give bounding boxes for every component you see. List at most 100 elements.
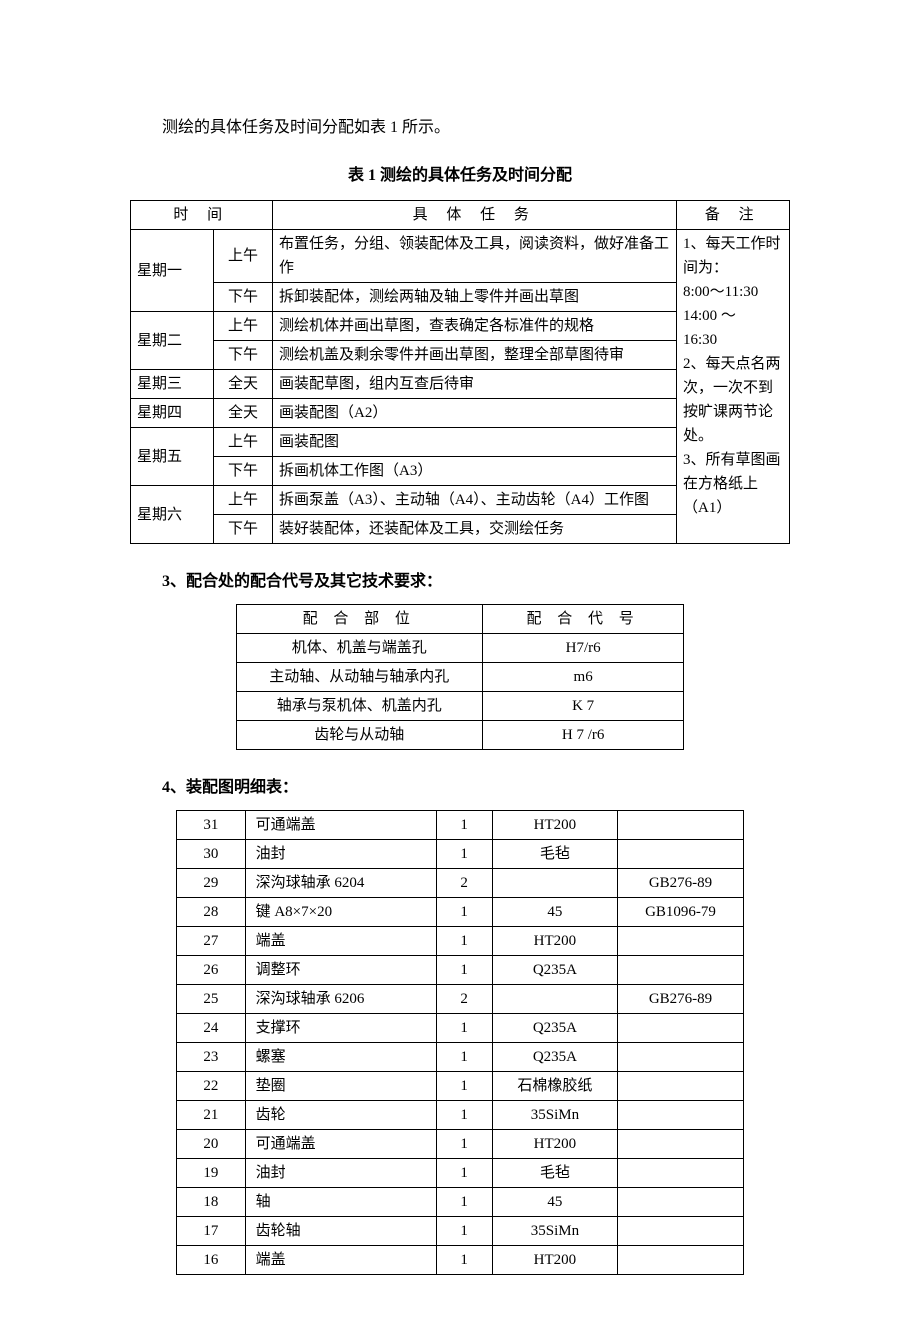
- bom-name-cell: 端盖: [245, 1246, 436, 1275]
- table-row: 30油封1毛毡: [177, 840, 744, 869]
- bom-mat-cell: 45: [492, 1188, 618, 1217]
- bom-qty-cell: 1: [436, 1217, 492, 1246]
- bom-mat-cell: 毛毡: [492, 1159, 618, 1188]
- task-cell: 布置任务，分组、领装配体及工具，阅读资料，做好准备工作: [273, 230, 677, 283]
- bom-name-cell: 螺塞: [245, 1043, 436, 1072]
- bom-qty-cell: 1: [436, 927, 492, 956]
- th-fit-part: 配 合 部 位: [236, 605, 482, 634]
- note-line: 16:30: [683, 328, 783, 352]
- bom-mat-cell: Q235A: [492, 1014, 618, 1043]
- table-row: 25深沟球轴承 62062GB276-89: [177, 985, 744, 1014]
- period-cell: 全天: [214, 370, 273, 399]
- period-cell: 上午: [214, 486, 273, 515]
- bom-std-cell: [618, 1014, 744, 1043]
- task-cell: 拆画机体工作图（A3）: [273, 457, 677, 486]
- table-row: 机体、机盖与端盖孔H7/r6: [236, 634, 684, 663]
- day-cell: 星期六: [131, 486, 214, 544]
- bom-std-cell: GB1096-79: [618, 898, 744, 927]
- bom-qty-cell: 1: [436, 1159, 492, 1188]
- bom-name-cell: 齿轮轴: [245, 1217, 436, 1246]
- task-cell: 拆卸装配体，测绘两轴及轴上零件并画出草图: [273, 283, 677, 312]
- bom-name-cell: 可通端盖: [245, 1130, 436, 1159]
- bom-qty-cell: 1: [436, 840, 492, 869]
- bom-num-cell: 25: [177, 985, 245, 1014]
- bom-name-cell: 键 A8×7×20: [245, 898, 436, 927]
- day-cell: 星期五: [131, 428, 214, 486]
- fit-part-cell: 主动轴、从动轴与轴承内孔: [236, 663, 482, 692]
- table1-caption: 表 1 测绘的具体任务及时间分配: [130, 164, 790, 188]
- bom-std-cell: [618, 1043, 744, 1072]
- bom-qty-cell: 2: [436, 869, 492, 898]
- period-cell: 全天: [214, 399, 273, 428]
- bom-qty-cell: 1: [436, 811, 492, 840]
- day-cell: 星期三: [131, 370, 214, 399]
- table-row: 轴承与泵机体、机盖内孔K 7: [236, 692, 684, 721]
- bom-num-cell: 31: [177, 811, 245, 840]
- bom-num-cell: 30: [177, 840, 245, 869]
- bom-name-cell: 可通端盖: [245, 811, 436, 840]
- bom-qty-cell: 1: [436, 1130, 492, 1159]
- task-cell: 画装配草图，组内互查后待审: [273, 370, 677, 399]
- bom-num-cell: 21: [177, 1101, 245, 1130]
- bom-mat-cell: HT200: [492, 811, 618, 840]
- bom-name-cell: 深沟球轴承 6204: [245, 869, 436, 898]
- bom-qty-cell: 1: [436, 1043, 492, 1072]
- bom-std-cell: [618, 956, 744, 985]
- bom-name-cell: 轴: [245, 1188, 436, 1217]
- task-cell: 画装配图: [273, 428, 677, 457]
- note-line: 14:00 ～: [683, 304, 783, 328]
- bom-std-cell: [618, 927, 744, 956]
- day-cell: 星期二: [131, 312, 214, 370]
- th-note: 备 注: [677, 201, 790, 230]
- bom-std-cell: [618, 1217, 744, 1246]
- notes-cell: 1、每天工作时间为：8:00～11:3014:00 ～16:302、每天点名两次…: [677, 230, 790, 544]
- bom-name-cell: 深沟球轴承 6206: [245, 985, 436, 1014]
- bom-std-cell: [618, 1130, 744, 1159]
- period-cell: 上午: [214, 312, 273, 341]
- bom-qty-cell: 1: [436, 1014, 492, 1043]
- bom-table: 31可通端盖1HT20030油封1毛毡29深沟球轴承 62042GB276-89…: [176, 810, 744, 1275]
- bom-name-cell: 齿轮: [245, 1101, 436, 1130]
- task-cell: 测绘机盖及剩余零件并画出草图，整理全部草图待审: [273, 341, 677, 370]
- table-row: 主动轴、从动轴与轴承内孔m6: [236, 663, 684, 692]
- bom-num-cell: 20: [177, 1130, 245, 1159]
- fit-code-cell: K 7: [482, 692, 684, 721]
- table-row: 星期一上午布置任务，分组、领装配体及工具，阅读资料，做好准备工作1、每天工作时间…: [131, 230, 790, 283]
- bom-mat-cell: HT200: [492, 1246, 618, 1275]
- table-row: 17齿轮轴135SiMn: [177, 1217, 744, 1246]
- bom-qty-cell: 2: [436, 985, 492, 1014]
- bom-num-cell: 17: [177, 1217, 245, 1246]
- bom-name-cell: 调整环: [245, 956, 436, 985]
- table-row: 26调整环1Q235A: [177, 956, 744, 985]
- bom-std-cell: [618, 1188, 744, 1217]
- table-row: 31可通端盖1HT200: [177, 811, 744, 840]
- fit-part-cell: 机体、机盖与端盖孔: [236, 634, 482, 663]
- table-row: 29深沟球轴承 62042GB276-89: [177, 869, 744, 898]
- bom-num-cell: 16: [177, 1246, 245, 1275]
- period-cell: 下午: [214, 457, 273, 486]
- table1-header-row: 时 间 具 体 任 务 备 注: [131, 201, 790, 230]
- th-time: 时 间: [131, 201, 273, 230]
- fit-code-table: 配 合 部 位 配 合 代 号 机体、机盖与端盖孔H7/r6主动轴、从动轴与轴承…: [236, 604, 685, 750]
- bom-std-cell: [618, 1101, 744, 1130]
- period-cell: 下午: [214, 341, 273, 370]
- bom-num-cell: 18: [177, 1188, 245, 1217]
- bom-mat-cell: 35SiMn: [492, 1101, 618, 1130]
- bom-num-cell: 19: [177, 1159, 245, 1188]
- day-cell: 星期四: [131, 399, 214, 428]
- bom-mat-cell: HT200: [492, 927, 618, 956]
- th-task: 具 体 任 务: [273, 201, 677, 230]
- intro-text: 测绘的具体任务及时间分配如表 1 所示。: [130, 116, 790, 140]
- bom-name-cell: 端盖: [245, 927, 436, 956]
- fit-code-cell: m6: [482, 663, 684, 692]
- fit-code-cell: H7/r6: [482, 634, 684, 663]
- note-line: 8:00～11:30: [683, 280, 783, 304]
- bom-num-cell: 27: [177, 927, 245, 956]
- bom-mat-cell: 毛毡: [492, 840, 618, 869]
- table-row: 21齿轮135SiMn: [177, 1101, 744, 1130]
- bom-qty-cell: 1: [436, 1188, 492, 1217]
- bom-mat-cell: Q235A: [492, 956, 618, 985]
- bom-name-cell: 垫圈: [245, 1072, 436, 1101]
- table-row: 18轴145: [177, 1188, 744, 1217]
- bom-qty-cell: 1: [436, 1072, 492, 1101]
